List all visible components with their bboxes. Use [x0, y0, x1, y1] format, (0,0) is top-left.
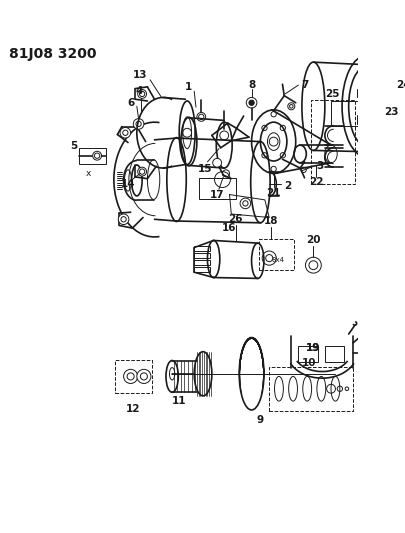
- Text: x: x: [85, 169, 91, 178]
- Circle shape: [120, 127, 131, 138]
- Text: 25: 25: [326, 89, 340, 99]
- Bar: [198, 178, 236, 199]
- Text: 21: 21: [266, 188, 281, 198]
- Circle shape: [288, 103, 295, 110]
- Circle shape: [213, 158, 222, 167]
- Text: 2: 2: [284, 181, 292, 191]
- Bar: [358, 115, 364, 124]
- Circle shape: [138, 167, 147, 176]
- Circle shape: [249, 100, 254, 106]
- Text: 12: 12: [126, 404, 141, 414]
- Circle shape: [240, 198, 251, 209]
- Bar: [194, 267, 210, 272]
- Circle shape: [124, 369, 138, 383]
- Bar: [194, 246, 210, 251]
- Text: 8: 8: [248, 80, 255, 90]
- Bar: [194, 260, 210, 265]
- Circle shape: [133, 119, 144, 129]
- Text: 24: 24: [396, 80, 405, 90]
- Text: 19: 19: [306, 343, 321, 353]
- Bar: [194, 253, 210, 258]
- Text: 16: 16: [222, 223, 237, 233]
- Text: 7: 7: [301, 80, 308, 90]
- Text: 15: 15: [198, 164, 212, 174]
- Text: 18: 18: [264, 216, 278, 226]
- Text: 3: 3: [316, 161, 323, 171]
- Bar: [363, 128, 370, 137]
- Text: 6: 6: [128, 98, 135, 108]
- Bar: [331, 101, 367, 126]
- Text: 4: 4: [136, 86, 143, 96]
- Circle shape: [138, 90, 147, 99]
- Circle shape: [137, 369, 151, 383]
- Text: 81J08 3200: 81J08 3200: [9, 47, 96, 61]
- Text: 13: 13: [133, 70, 147, 80]
- Text: 11: 11: [172, 396, 186, 406]
- Text: 14: 14: [121, 179, 135, 189]
- Text: 9: 9: [257, 415, 264, 425]
- Text: 23: 23: [384, 107, 399, 117]
- Circle shape: [269, 137, 278, 146]
- Text: 26: 26: [228, 214, 243, 224]
- Circle shape: [386, 103, 396, 114]
- Bar: [358, 88, 364, 98]
- Text: 22: 22: [309, 177, 323, 187]
- Bar: [363, 75, 370, 84]
- Text: 10: 10: [302, 358, 316, 368]
- Circle shape: [93, 151, 102, 160]
- Bar: [115, 360, 152, 393]
- Circle shape: [118, 214, 129, 224]
- Bar: [368, 115, 375, 124]
- Text: 5: 5: [70, 141, 78, 151]
- Text: 20: 20: [306, 236, 321, 246]
- Bar: [298, 346, 318, 362]
- Text: 1: 1: [185, 82, 192, 92]
- Bar: [79, 148, 106, 164]
- Bar: [269, 367, 353, 411]
- Bar: [325, 346, 344, 362]
- Bar: [368, 88, 375, 98]
- Text: 8x4: 8x4: [272, 257, 285, 263]
- Text: 17: 17: [210, 190, 224, 199]
- Text: 19: 19: [306, 343, 321, 353]
- Bar: [311, 100, 355, 184]
- Bar: [259, 239, 294, 270]
